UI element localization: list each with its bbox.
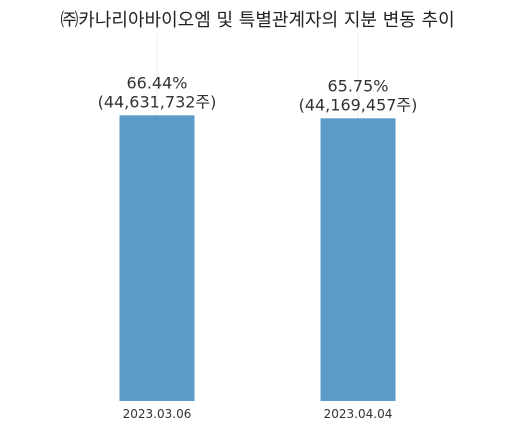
chart-title: ㈜카나리아바이오엠 및 특별관계자의 지분 변동 추이 bbox=[60, 10, 455, 31]
value-label: 65.75% bbox=[327, 76, 388, 95]
x-tick-label: 2023.04.04 bbox=[324, 407, 393, 421]
bar-2023.03.06 bbox=[119, 115, 195, 402]
share-label: (44,631,732주) bbox=[98, 92, 217, 111]
x-tick-label: 2023.03.06 bbox=[123, 407, 192, 421]
bar-2023.04.04 bbox=[320, 118, 396, 402]
value-label: 66.44% bbox=[126, 73, 187, 92]
share-label: (44,169,457주) bbox=[299, 95, 418, 114]
